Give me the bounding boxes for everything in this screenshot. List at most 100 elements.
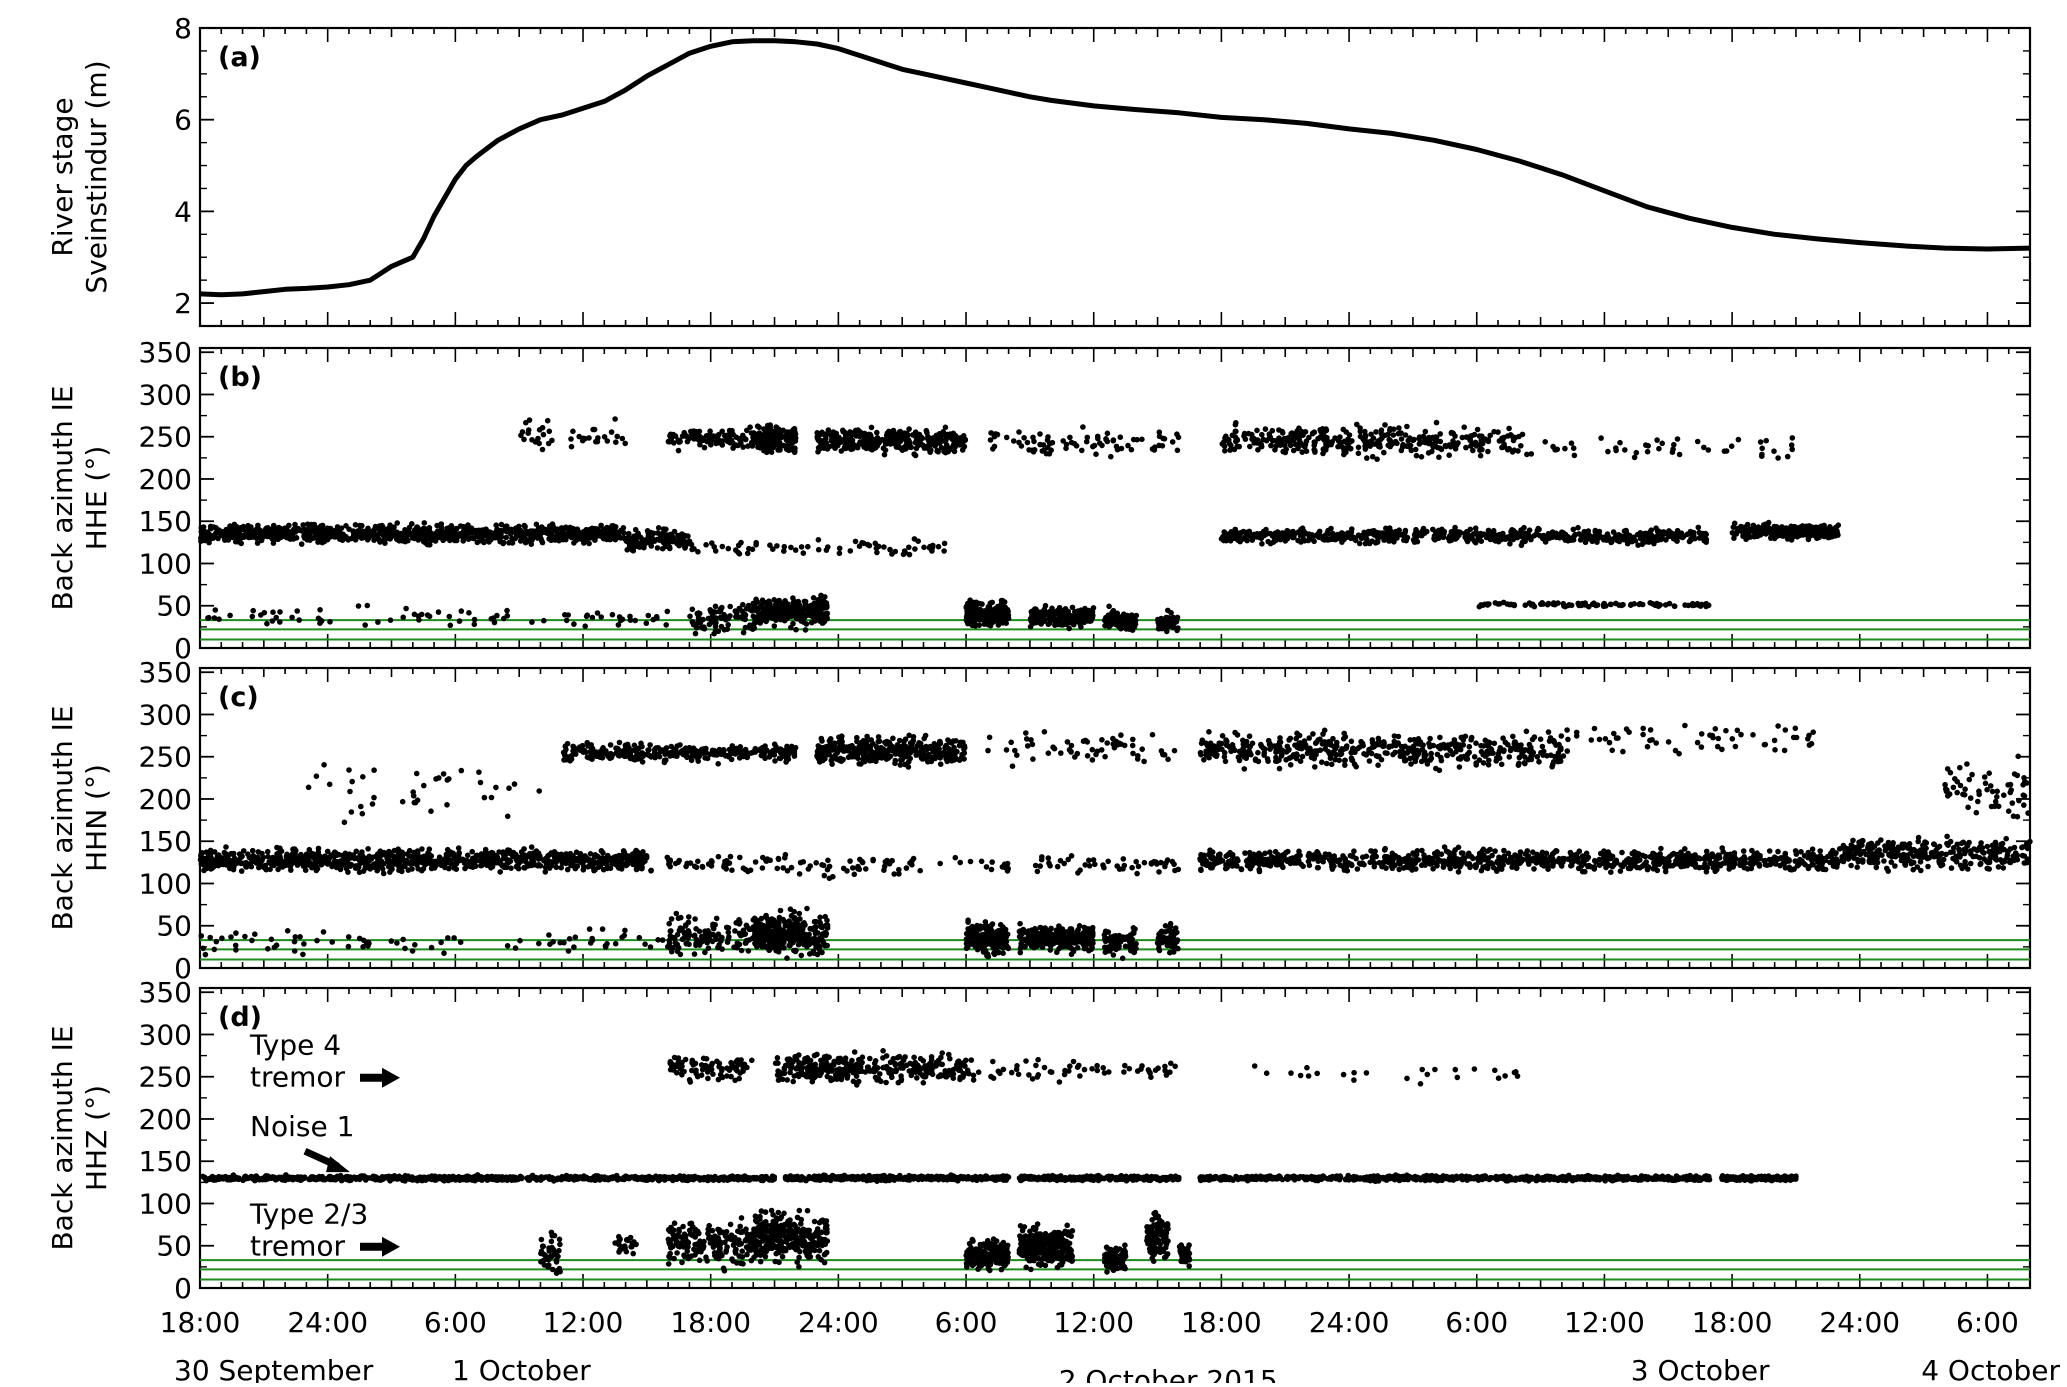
scatter-point	[359, 523, 365, 529]
scatter-point	[937, 440, 943, 446]
scatter-point	[1509, 527, 1515, 533]
scatter-point	[1362, 438, 1368, 444]
scatter-point	[488, 537, 494, 543]
scatter-point	[1318, 429, 1324, 435]
scatter-point	[1299, 433, 1305, 439]
scatter-point	[882, 452, 888, 458]
scatter-point	[270, 609, 276, 615]
scatter-point	[1336, 438, 1342, 444]
scatter-point	[1270, 533, 1276, 539]
scatter-point	[1434, 420, 1440, 426]
scatter-point	[821, 445, 827, 451]
scatter-point	[590, 615, 596, 621]
scatter-point	[1288, 443, 1294, 449]
scatter-point	[438, 531, 444, 537]
scatter-point	[1069, 620, 1075, 626]
scatter-point	[848, 548, 854, 554]
scatter-point	[1230, 433, 1236, 439]
scatter-point	[737, 437, 743, 443]
scatter-point	[1004, 435, 1010, 441]
scatter-point	[400, 615, 406, 621]
river-stage-line	[200, 41, 2030, 295]
panel-a-label: (a)	[218, 42, 261, 73]
scatter-point	[1349, 526, 1355, 532]
scatter-point	[1620, 602, 1626, 608]
scatter-point	[494, 613, 500, 619]
scatter-point	[1394, 533, 1400, 539]
scatter-point	[792, 426, 798, 432]
scatter-point	[462, 528, 468, 534]
panel-b-ytick-label: 200	[139, 463, 192, 496]
scatter-point	[1675, 436, 1681, 442]
scatter-point	[1396, 425, 1402, 431]
scatter-point	[691, 428, 697, 434]
scatter-point	[501, 616, 507, 622]
scatter-point	[1659, 441, 1665, 447]
scatter-point	[397, 534, 403, 540]
scatter-point	[1452, 433, 1458, 439]
scatter-point	[1323, 443, 1329, 449]
scatter-point	[1593, 528, 1599, 534]
scatter-point	[1115, 447, 1121, 453]
scatter-point	[1598, 435, 1604, 441]
scatter-point	[421, 526, 427, 532]
panel-b-ytick-label: 350	[139, 336, 192, 369]
scatter-point	[1348, 446, 1354, 452]
scatter-point	[317, 607, 323, 613]
scatter-point	[529, 619, 535, 625]
scatter-point	[1629, 536, 1635, 542]
scatter-point	[240, 527, 246, 533]
scatter-point	[1523, 602, 1529, 608]
scatter-point	[745, 443, 751, 449]
scatter-point	[549, 530, 555, 536]
scatter-point	[1655, 601, 1661, 607]
scatter-point	[930, 545, 936, 551]
scatter-point	[1446, 452, 1452, 458]
scatter-point	[683, 433, 689, 439]
scatter-point	[1486, 439, 1492, 445]
scatter-point	[212, 534, 218, 540]
scatter-point	[1594, 539, 1600, 545]
scatter-point	[811, 614, 817, 620]
scatter-point	[620, 617, 626, 623]
scatter-point	[720, 544, 726, 550]
scatter-point	[1625, 541, 1631, 547]
scatter-point	[592, 427, 598, 433]
scatter-point	[796, 616, 802, 622]
scatter-point	[766, 613, 772, 619]
scatter-point	[1795, 527, 1801, 533]
scatter-point	[447, 614, 453, 620]
scatter-point	[709, 540, 715, 546]
scatter-point	[1068, 613, 1074, 619]
scatter-point	[1437, 533, 1443, 539]
scatter-point	[887, 547, 893, 553]
scatter-point	[1695, 439, 1701, 445]
scatter-point	[753, 542, 759, 548]
scatter-point	[1675, 528, 1681, 534]
scatter-point	[1356, 445, 1362, 451]
scatter-point	[640, 537, 646, 543]
scatter-point	[1485, 601, 1491, 607]
scatter-point	[1572, 453, 1578, 459]
scatter-point	[1095, 434, 1101, 440]
scatter-point	[327, 619, 333, 625]
scatter-point	[947, 445, 953, 451]
scatter-point	[1520, 432, 1526, 438]
scatter-point	[1420, 528, 1426, 534]
scatter-point	[706, 433, 712, 439]
scatter-point	[727, 604, 733, 610]
scatter-point	[1645, 449, 1651, 455]
scatter-point	[1236, 444, 1242, 450]
scatter-point	[205, 615, 211, 621]
scatter-point	[1090, 444, 1096, 450]
scatter-point	[706, 616, 712, 622]
scatter-point	[1722, 448, 1728, 454]
scatter-point	[767, 542, 773, 548]
scatter-point	[603, 528, 609, 534]
scatter-point	[927, 443, 933, 449]
panel-c-ytick-label: 50	[156, 910, 192, 943]
scatter-point	[943, 425, 949, 431]
scatter-point	[1028, 618, 1034, 624]
panel-a-ytick-label: 6	[174, 104, 192, 137]
scatter-point	[1268, 443, 1274, 449]
